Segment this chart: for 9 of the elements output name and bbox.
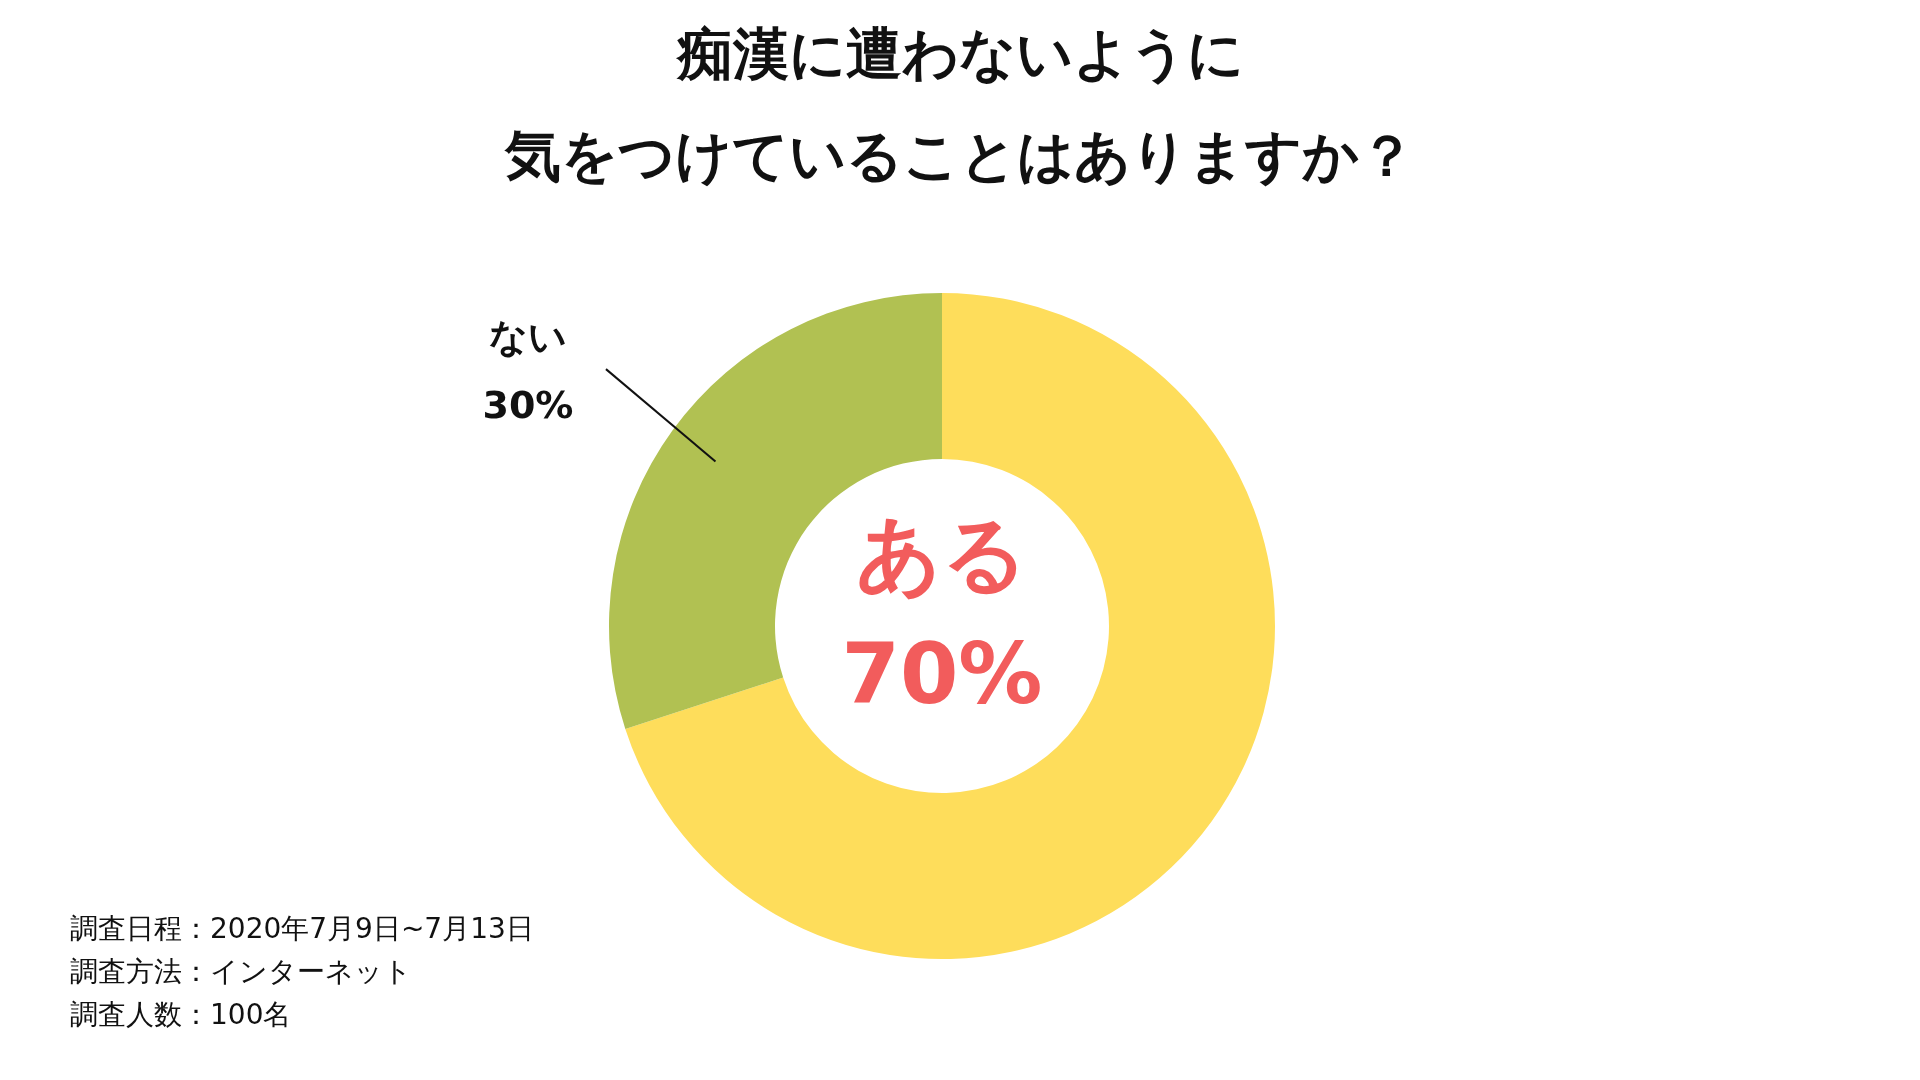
text: 調査日程：2020年7月9日~7月13日 [70,912,534,945]
data-label: 30% [482,382,574,427]
chart-subtitle: 気をつけていることはありますか？ [504,123,1415,189]
data-label: 70% [841,624,1043,723]
text: 調査方法：インターネット [70,955,412,988]
chart-title: 痴漢に遭わないように [674,21,1244,87]
slice-label: ある [856,504,1028,603]
slice-label: ない [488,314,567,359]
text: 調査人数：100名 [70,998,292,1031]
